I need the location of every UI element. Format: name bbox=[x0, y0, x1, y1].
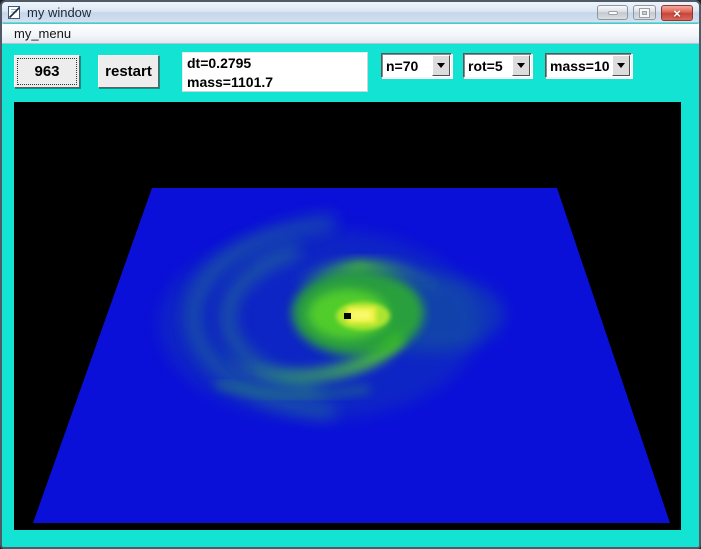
minimize-button[interactable] bbox=[597, 5, 628, 20]
menu-bar: my_menu bbox=[2, 24, 699, 44]
status-box: dt=0.2795 mass=1101.7 bbox=[182, 52, 368, 92]
dropdown-n[interactable]: n=70 bbox=[381, 53, 452, 78]
app-icon bbox=[7, 5, 22, 20]
client-area: 963 restart dt=0.2795 mass=1101.7 n=70 r… bbox=[2, 44, 699, 547]
close-button[interactable]: × bbox=[661, 5, 693, 21]
dropdown-rot-arrow-button[interactable] bbox=[512, 55, 530, 76]
center-mass-marker bbox=[344, 313, 351, 319]
minimize-icon bbox=[607, 10, 618, 15]
dropdown-rot-value: rot=5 bbox=[468, 57, 503, 74]
dropdown-mass-value: mass=10 bbox=[550, 57, 610, 74]
dropdown-n-arrow-button[interactable] bbox=[432, 55, 450, 76]
dropdown-mass-arrow-button[interactable] bbox=[612, 55, 630, 76]
dropdown-rot[interactable]: rot=5 bbox=[463, 53, 532, 78]
status-mass: mass=1101.7 bbox=[187, 74, 274, 90]
chevron-down-icon bbox=[437, 63, 445, 68]
maximize-button[interactable] bbox=[633, 5, 656, 20]
chevron-down-icon bbox=[617, 63, 625, 68]
restart-button[interactable]: restart bbox=[98, 55, 159, 88]
simulation-canvas bbox=[14, 102, 681, 530]
status-dt: dt=0.2795 bbox=[187, 55, 252, 71]
dropdown-mass[interactable]: mass=10 bbox=[545, 53, 632, 78]
close-icon: × bbox=[673, 5, 681, 21]
title-bar[interactable]: my window × bbox=[2, 2, 699, 23]
menu-item-my-menu[interactable]: my_menu bbox=[14, 26, 72, 41]
window-title: my window bbox=[27, 4, 92, 20]
counter-button[interactable]: 963 bbox=[14, 55, 80, 88]
caption-buttons: × bbox=[597, 5, 693, 21]
chevron-down-icon bbox=[517, 63, 525, 68]
dropdown-n-value: n=70 bbox=[386, 57, 419, 74]
maximize-icon bbox=[640, 8, 649, 17]
